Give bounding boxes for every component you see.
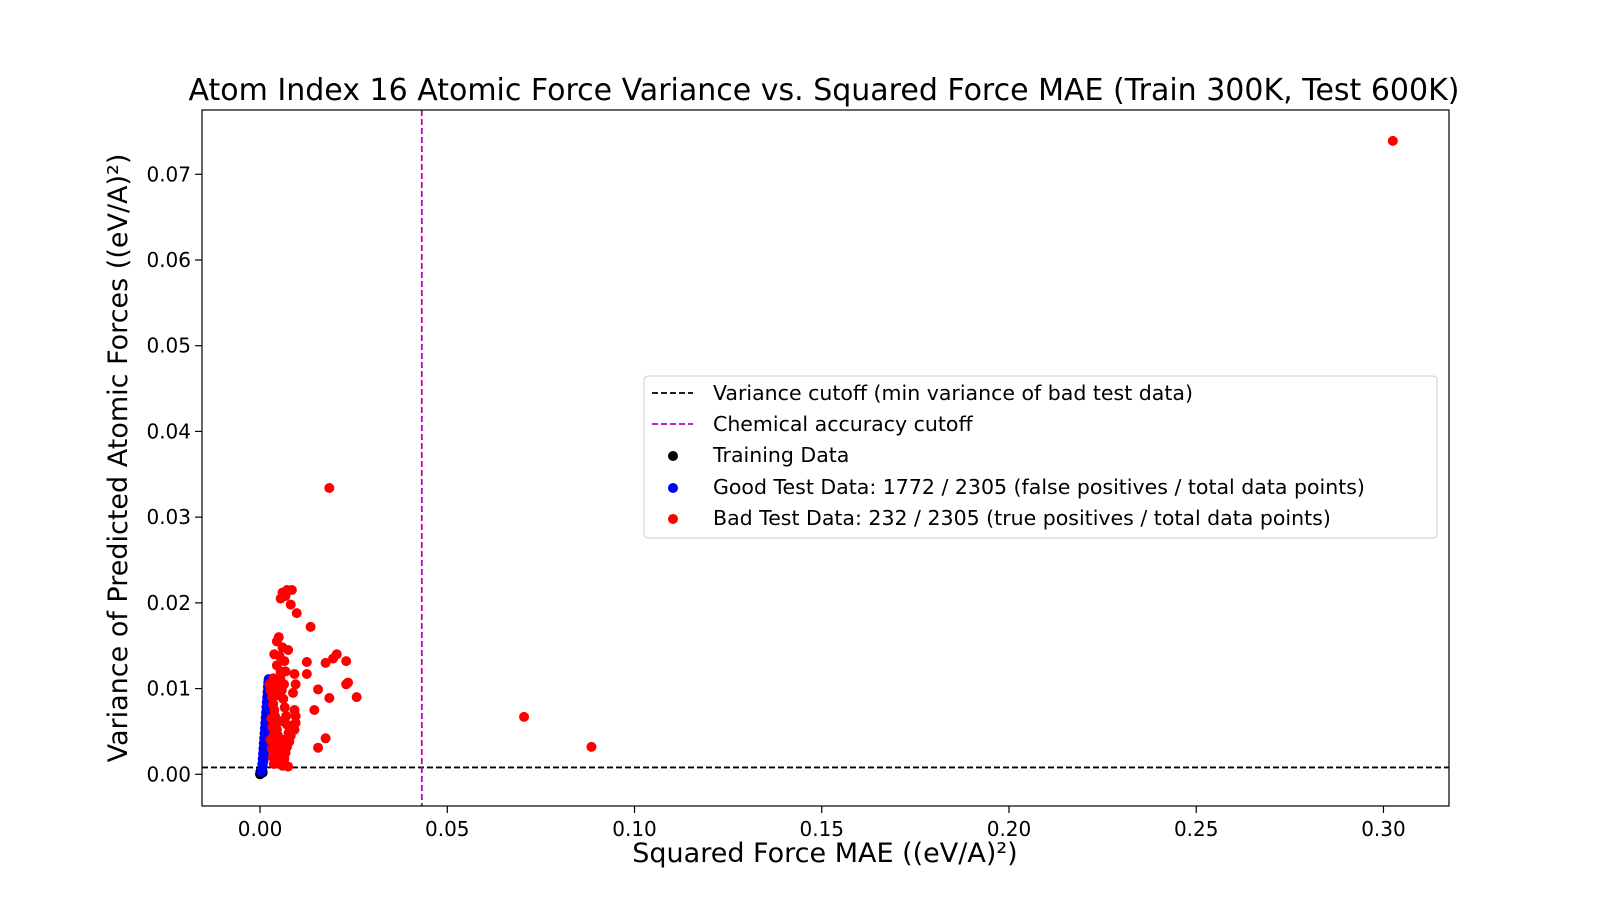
bad-test-point	[341, 679, 352, 690]
legend: Variance cutoff (min variance of bad tes…	[643, 375, 1438, 539]
y-axis-label: Variance of Predicted Atomic Forces ((eV…	[103, 154, 134, 763]
bad-test-point	[276, 716, 287, 727]
bad-test-point	[266, 743, 277, 754]
bad-test-point	[286, 585, 297, 595]
y-tick-label: 0.01	[146, 677, 191, 701]
bad-test-point	[309, 705, 320, 715]
legend-frame	[643, 375, 1438, 539]
y-tick-label: 0.02	[146, 591, 191, 615]
reference-lines	[202, 110, 1449, 806]
bad-test-point	[1387, 135, 1398, 146]
bad-test-point	[290, 711, 301, 721]
y-axis: 0.00 0.01 0.02 0.03 0.04 0.05 0.06 0.07	[146, 162, 202, 786]
bad-test-point	[289, 669, 300, 679]
x-tick-label: 0.00	[238, 817, 283, 841]
bad-test-point	[287, 687, 298, 698]
bad-test-point	[320, 733, 331, 744]
bad-test-point	[280, 591, 291, 601]
bad-test-point	[265, 735, 276, 745]
bad-test-point	[285, 599, 296, 610]
x-tick-label: 0.20	[987, 817, 1032, 841]
bad-test-point	[328, 653, 339, 664]
legend-entry: Good Test Data: 1772 / 2305 (false posit…	[713, 475, 1365, 499]
bad-test-point	[519, 711, 530, 722]
x-tick-label: 0.15	[799, 817, 844, 841]
y-tick-label: 0.06	[146, 248, 191, 272]
bad-test-point	[273, 690, 284, 701]
bad-test-point	[270, 681, 281, 692]
good-test-point	[257, 760, 268, 771]
bad-test-point	[267, 722, 278, 733]
bad-test-point	[268, 673, 279, 684]
legend-point-marker	[668, 451, 678, 461]
bad-test-point	[279, 735, 290, 745]
bad-test-point	[320, 657, 331, 668]
bad-test-point	[279, 656, 290, 667]
bad-test-point	[324, 693, 335, 703]
y-tick-label: 0.00	[146, 762, 191, 786]
good-test-point	[259, 752, 270, 763]
bad-test-point	[313, 742, 324, 753]
y-tick-label: 0.03	[146, 505, 191, 529]
x-axis: 0.00 0.05 0.10 0.15 0.20 0.25 0.30	[238, 806, 1406, 841]
y-tick-label: 0.04	[146, 419, 191, 443]
bad-test-point	[324, 483, 335, 493]
bad-test-point	[280, 666, 291, 677]
bad-test-point	[301, 669, 312, 679]
chart-title: Atom Index 16 Atomic Force Variance vs. …	[189, 73, 1460, 108]
y-tick-label: 0.05	[146, 334, 191, 358]
legend-entry: Chemical accuracy cutoff	[713, 412, 973, 436]
bad-test-point	[279, 702, 290, 713]
y-tick-label: 0.07	[146, 162, 191, 186]
bad-test-point	[291, 608, 302, 619]
bad-test-point	[283, 645, 294, 655]
bad-test-point	[341, 656, 352, 667]
bad-test-point	[268, 759, 279, 769]
legend-entry: Training Data	[712, 443, 849, 467]
bad-test-point	[266, 713, 277, 724]
bad-test-point	[586, 741, 597, 752]
legend-entry: Bad Test Data: 232 / 2305 (true positive…	[713, 506, 1331, 530]
bad-test-point	[301, 657, 312, 667]
legend-entry: Variance cutoff (min variance of bad tes…	[713, 381, 1193, 405]
x-tick-label: 0.25	[1174, 817, 1219, 841]
x-tick-label: 0.30	[1361, 817, 1406, 841]
x-axis-label: Squared Force MAE ((eV/A)²)	[632, 838, 1017, 869]
bad-test-point	[313, 684, 324, 695]
x-tick-label: 0.05	[425, 817, 470, 841]
bad-test-point	[290, 679, 301, 690]
legend-point-marker	[668, 514, 678, 524]
bad-test-point	[351, 692, 362, 703]
plot-area	[201, 109, 1450, 807]
bad-test-point	[305, 621, 316, 632]
legend-point-marker	[668, 483, 678, 493]
x-tick-label: 0.10	[612, 817, 657, 841]
data-points	[255, 135, 1398, 780]
plot-frame	[201, 109, 1450, 807]
